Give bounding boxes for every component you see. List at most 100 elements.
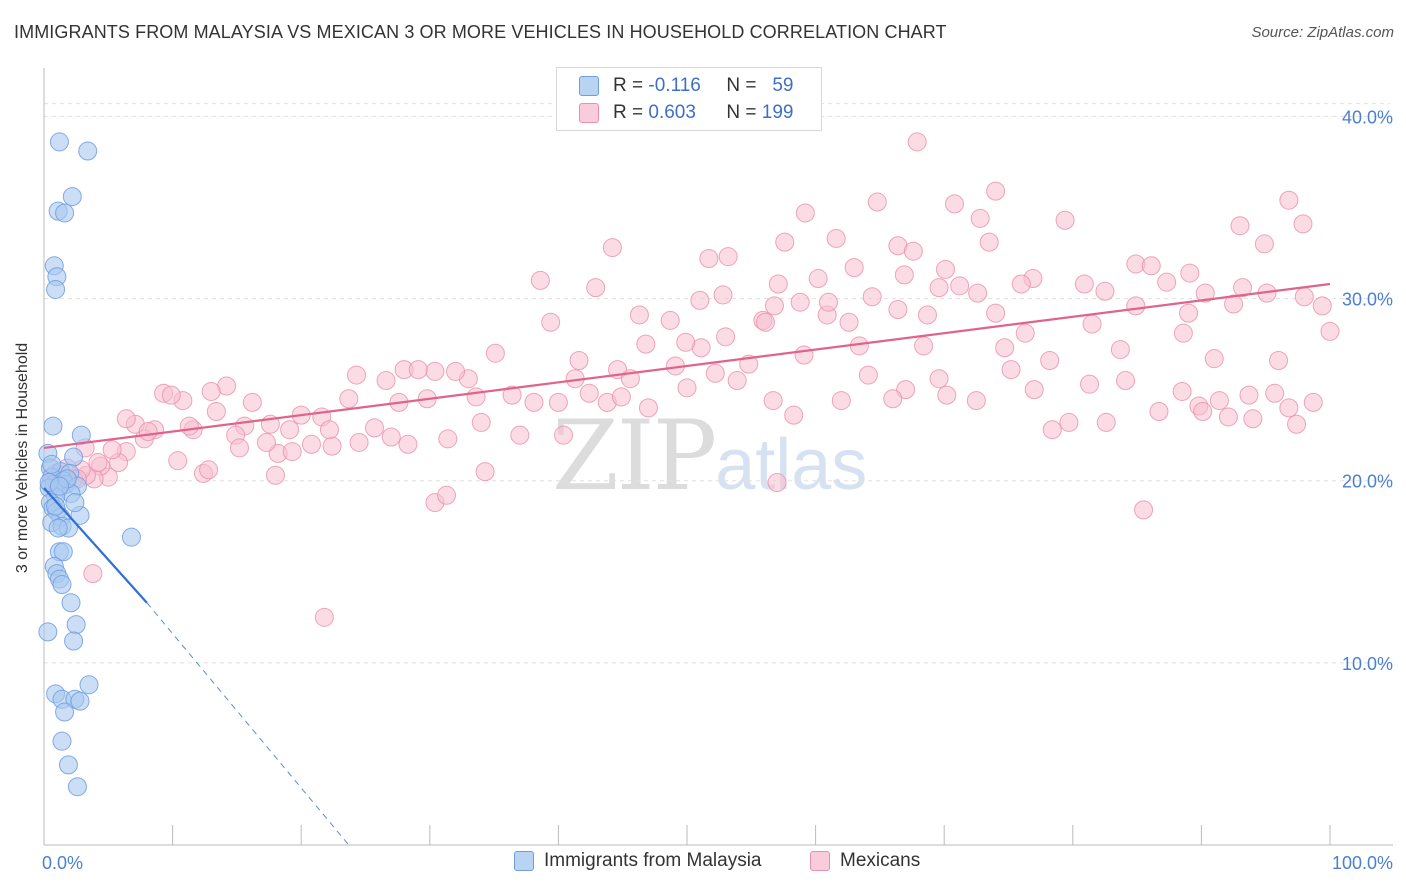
mexicans-point bbox=[784, 405, 804, 425]
mexicans-point bbox=[1239, 385, 1259, 405]
mexicans-point bbox=[1195, 283, 1215, 303]
malaysia-point bbox=[58, 755, 78, 775]
mexicans-point bbox=[1287, 414, 1307, 434]
mexicans-point bbox=[979, 232, 999, 252]
mexicans-point bbox=[349, 432, 369, 452]
mexicans-point bbox=[676, 332, 696, 352]
malaysia-point bbox=[55, 203, 75, 223]
mexicans-point bbox=[1059, 412, 1079, 432]
mexicans-point bbox=[818, 292, 838, 312]
legend-swatch-mexicans bbox=[579, 103, 599, 123]
series-swatch-mexicans bbox=[810, 851, 830, 871]
y-tick-label: 10.0% bbox=[1342, 654, 1393, 674]
mexicans-point bbox=[867, 192, 887, 212]
mexicans-point bbox=[319, 420, 339, 440]
mexicans-point bbox=[242, 392, 262, 412]
mexicans-point bbox=[917, 305, 937, 325]
malaysia-point bbox=[78, 141, 98, 161]
mexicans-point bbox=[1126, 296, 1146, 316]
series-legend-mexicans[interactable]: Mexicans bbox=[810, 850, 920, 872]
malaysia-point bbox=[64, 447, 84, 467]
mexicans-point bbox=[929, 278, 949, 298]
malaysia-point bbox=[38, 622, 58, 642]
mexicans-point bbox=[1173, 323, 1193, 343]
mexicans-point bbox=[839, 312, 859, 332]
mexicans-point bbox=[629, 305, 649, 325]
mexicans-point bbox=[569, 351, 589, 370]
malaysia-point bbox=[46, 496, 66, 516]
mexicans-point bbox=[638, 398, 658, 418]
mexicans-point bbox=[510, 425, 530, 445]
mexicans-point bbox=[986, 181, 1006, 201]
mexicans-point bbox=[365, 418, 385, 438]
mexicans-point bbox=[636, 334, 656, 354]
mexicans-point bbox=[1180, 263, 1200, 283]
mexicans-point bbox=[83, 564, 103, 584]
mexicans-point bbox=[944, 194, 964, 214]
malaysia-point bbox=[55, 702, 75, 722]
mexicans-point bbox=[1265, 383, 1285, 403]
trend-lines bbox=[43, 282, 1331, 846]
mexicans-point bbox=[1015, 323, 1035, 343]
mexicans-point bbox=[1116, 371, 1136, 391]
mexicans-point bbox=[586, 278, 606, 298]
mexicans-trend-line bbox=[43, 282, 1331, 450]
mexicans-point bbox=[485, 343, 505, 363]
mexicans-point bbox=[1293, 214, 1313, 234]
malaysia-point bbox=[52, 731, 72, 751]
y-tick-label: 30.0% bbox=[1342, 290, 1393, 310]
x-tick-label: 100.0% bbox=[1332, 853, 1393, 873]
mexicans-point bbox=[1149, 402, 1169, 421]
mexicans-point bbox=[727, 371, 747, 391]
mexicans-point bbox=[844, 258, 864, 278]
mexicans-point bbox=[265, 465, 285, 485]
mexicans-point bbox=[1080, 374, 1100, 394]
mexicans-point bbox=[602, 238, 622, 258]
mexicans-point bbox=[775, 232, 795, 252]
watermark: ZIPatlas bbox=[552, 400, 867, 512]
source-label: Source: ZipAtlas.com bbox=[1251, 24, 1394, 41]
mexicans-point bbox=[611, 387, 631, 407]
watermark-atlas: atlas bbox=[715, 425, 868, 505]
mexicans-point bbox=[339, 389, 359, 409]
mexicans-point bbox=[1082, 314, 1102, 334]
mexicans-points bbox=[40, 132, 1340, 627]
mexicans-point bbox=[1024, 380, 1044, 400]
mexicans-point bbox=[1179, 303, 1199, 323]
malaysia-point bbox=[62, 187, 82, 207]
mexicans-point bbox=[199, 460, 219, 480]
legend-r-label: R = bbox=[613, 102, 644, 123]
mexicans-point bbox=[1074, 274, 1094, 294]
mexicans-point bbox=[767, 473, 787, 493]
mexicans-point bbox=[524, 392, 544, 412]
legend-row-malaysia: R = -0.116 N = 59 bbox=[579, 73, 793, 99]
mexicans-point bbox=[102, 440, 122, 460]
mexicans-point bbox=[161, 385, 181, 405]
mexicans-point bbox=[790, 292, 810, 312]
mexicans-point bbox=[229, 438, 249, 458]
mexicans-point bbox=[716, 327, 736, 347]
mexicans-point bbox=[968, 283, 988, 303]
mexicans-point bbox=[690, 290, 710, 310]
mexicans-point bbox=[914, 336, 934, 356]
mexicans-point bbox=[935, 259, 955, 279]
series-legend-malaysia[interactable]: Immigrants from Malaysia bbox=[514, 850, 762, 872]
mexicans-point bbox=[381, 427, 401, 447]
mexicans-point bbox=[929, 369, 949, 389]
mexicans-point bbox=[437, 485, 457, 505]
mexicans-point bbox=[1243, 409, 1263, 429]
mexicans-point bbox=[764, 296, 784, 316]
mexicans-point bbox=[862, 287, 882, 307]
malaysia-point bbox=[65, 493, 85, 513]
mexicans-point bbox=[466, 387, 486, 407]
mexicans-point bbox=[346, 365, 366, 385]
mexicans-point bbox=[1218, 407, 1238, 427]
mexicans-point bbox=[88, 453, 108, 472]
mexicans-point bbox=[168, 451, 188, 471]
y-tick-label: 20.0% bbox=[1342, 472, 1393, 492]
series-label-malaysia: Immigrants from Malaysia bbox=[544, 850, 762, 871]
mexicans-point bbox=[1230, 216, 1250, 236]
mexicans-point bbox=[1096, 412, 1116, 432]
mexicans-point bbox=[322, 436, 342, 456]
series-label-mexicans: Mexicans bbox=[840, 850, 921, 871]
